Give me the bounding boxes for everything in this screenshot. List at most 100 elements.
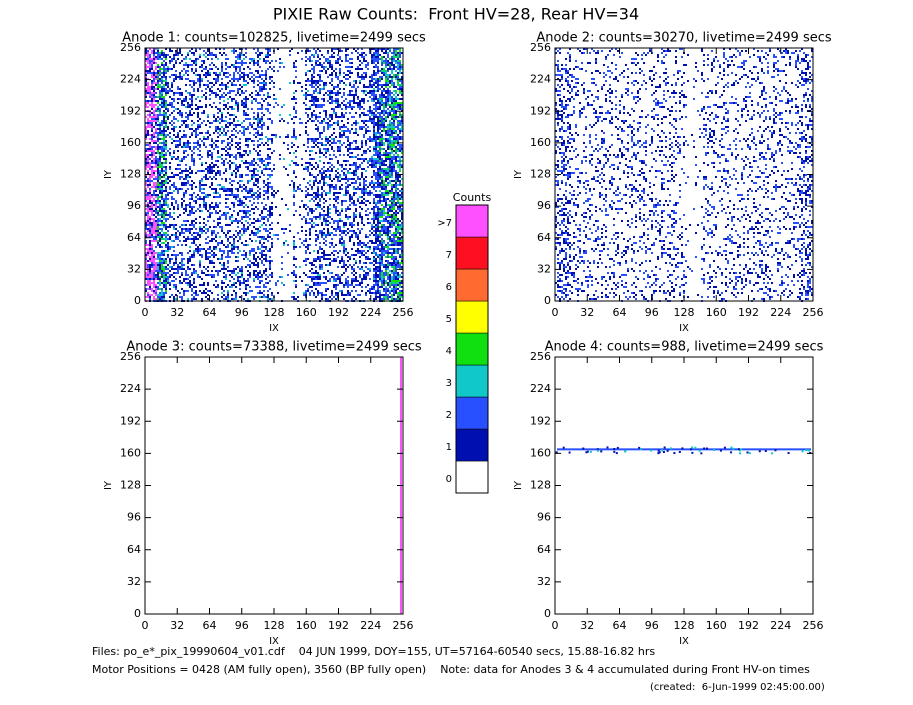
texture-pixel [373, 164, 375, 166]
texture-pixel [147, 72, 149, 74]
texture-pixel [389, 166, 391, 168]
texture-pixel [363, 158, 365, 160]
texture-pixel [159, 98, 161, 100]
texture-pixel [391, 200, 393, 202]
texture-pixel [191, 64, 193, 66]
texture-pixel [167, 226, 169, 228]
texture-pixel [351, 106, 353, 108]
texture-pixel [255, 150, 257, 152]
texture-pixel [309, 84, 311, 86]
texture-pixel [323, 206, 325, 208]
texture-pixel [161, 94, 163, 96]
texture-pixel [169, 76, 171, 78]
texture-pixel [251, 96, 253, 98]
texture-pixel [357, 186, 359, 188]
texture-pixel [271, 80, 273, 82]
texture-pixel [261, 128, 263, 130]
texture-pixel [159, 228, 161, 230]
texture-pixel [239, 232, 241, 234]
texture-pixel [397, 48, 399, 50]
texture-pixel [185, 182, 187, 184]
texture-pixel [149, 234, 151, 236]
texture-pixel [365, 66, 367, 68]
texture-pixel [387, 70, 389, 72]
texture-pixel [309, 150, 311, 152]
texture-pixel [247, 226, 249, 228]
texture-pixel [205, 92, 207, 94]
texture-pixel [177, 92, 179, 94]
texture-pixel [315, 230, 317, 232]
texture-pixel [373, 208, 375, 210]
texture-pixel [393, 106, 395, 108]
texture-pixel [157, 226, 159, 228]
texture-pixel [317, 120, 319, 122]
texture-pixel [183, 208, 185, 210]
texture-pixel [307, 58, 309, 60]
texture-pixel [155, 96, 157, 98]
texture-pixel [329, 184, 331, 186]
texture-pixel [183, 136, 185, 138]
texture-pixel [389, 226, 391, 228]
texture-pixel [373, 174, 375, 176]
texture-pixel [345, 208, 347, 210]
texture-pixel [385, 220, 387, 222]
texture-pixel [381, 134, 383, 136]
texture-pixel [321, 144, 323, 146]
texture-pixel [157, 194, 159, 196]
texture-pixel [363, 180, 365, 182]
texture-pixel [367, 194, 369, 196]
texture-pixel [355, 142, 357, 144]
texture-pixel [379, 190, 381, 192]
texture-pixel [257, 94, 259, 96]
texture-pixel [197, 232, 199, 234]
texture-pixel [387, 174, 389, 176]
texture-pixel [149, 58, 151, 60]
texture-pixel [161, 170, 163, 172]
texture-pixel [397, 52, 399, 54]
texture-pixel [303, 144, 305, 146]
texture-pixel [383, 72, 385, 74]
texture-pixel [185, 156, 187, 158]
texture-pixel [163, 80, 165, 82]
texture-pixel [239, 68, 241, 70]
texture-pixel [249, 210, 251, 212]
texture-pixel [259, 108, 261, 110]
texture-pixel [307, 166, 309, 168]
texture-pixel [387, 78, 389, 80]
texture-pixel [361, 200, 363, 202]
texture-pixel [145, 66, 147, 68]
texture-pixel [195, 108, 197, 110]
texture-pixel [145, 116, 147, 118]
texture-pixel [225, 94, 227, 96]
texture-pixel [359, 196, 361, 198]
texture-pixel [225, 76, 227, 78]
texture-pixel [371, 118, 373, 120]
texture-pixel [259, 76, 261, 78]
texture-pixel [351, 202, 353, 204]
texture-pixel [239, 94, 241, 96]
texture-pixel [261, 162, 263, 164]
texture-pixel [217, 74, 219, 76]
texture-pixel [343, 94, 345, 96]
texture-pixel [149, 62, 151, 64]
texture-pixel [213, 142, 215, 144]
texture-pixel [383, 208, 385, 210]
texture-pixel [385, 194, 387, 196]
texture-pixel [241, 180, 243, 182]
texture-pixel [153, 86, 155, 88]
texture-pixel [145, 48, 147, 50]
texture-pixel [375, 202, 377, 204]
texture-pixel [393, 114, 395, 116]
texture-pixel [177, 236, 179, 238]
texture-pixel [215, 172, 217, 174]
texture-pixel [395, 194, 397, 196]
texture-pixel [149, 70, 151, 72]
texture-pixel [147, 208, 149, 210]
texture-pixel [401, 214, 403, 216]
texture-pixel [383, 194, 385, 196]
texture-pixel [325, 222, 327, 224]
texture-pixel [371, 228, 373, 230]
texture-pixel [377, 230, 379, 232]
texture-pixel [339, 228, 341, 230]
texture-pixel [345, 224, 347, 226]
